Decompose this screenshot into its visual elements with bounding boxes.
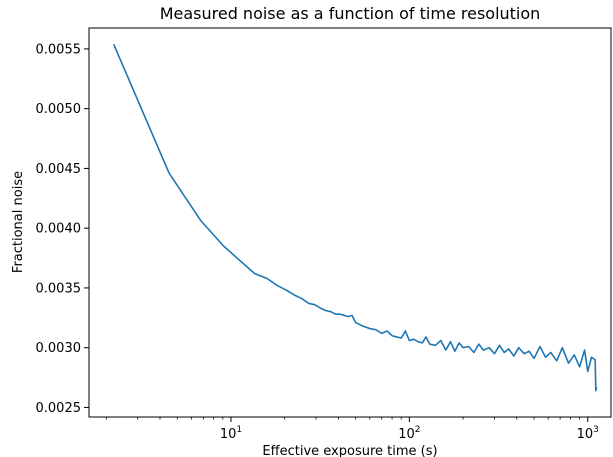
- y-tick-label: 0.0050: [36, 102, 82, 117]
- y-tick-label: 0.0040: [36, 222, 82, 237]
- y-tick-label: 0.0025: [36, 401, 82, 416]
- x-tick-label-exponent: 1: [236, 425, 242, 435]
- series-line: [112, 43, 598, 392]
- plot-frame: [88, 27, 612, 418]
- x-tick-label-base: 10: [220, 427, 237, 442]
- x-tick-label: 102: [398, 425, 420, 442]
- y-tick-label: 0.0045: [36, 162, 82, 177]
- plot-area: [112, 43, 598, 392]
- chart-title: Measured noise as a function of time res…: [160, 4, 541, 23]
- y-tick-label: 0.0035: [36, 281, 82, 296]
- y-axis: 0.0025 0.0030 0.0035 0.0040 0.0045 0.0050 0.00…: [36, 42, 89, 416]
- x-tick-label: 101: [220, 425, 242, 442]
- x-tick-label: 103: [577, 425, 599, 442]
- y-tick-label: 0.0055: [36, 42, 82, 57]
- x-tick-label-base: 10: [398, 427, 415, 442]
- x-tick-label-base: 10: [577, 427, 594, 442]
- x-axis-label: Effective exposure time (s): [262, 444, 437, 457]
- y-tick-label: 0.0030: [36, 341, 82, 356]
- y-axis-label: Fractional noise: [11, 171, 26, 273]
- x-axis: 101 102 103: [105, 417, 599, 442]
- x-tick-label-exponent: 3: [593, 425, 599, 435]
- x-tick-label-exponent: 2: [415, 425, 421, 435]
